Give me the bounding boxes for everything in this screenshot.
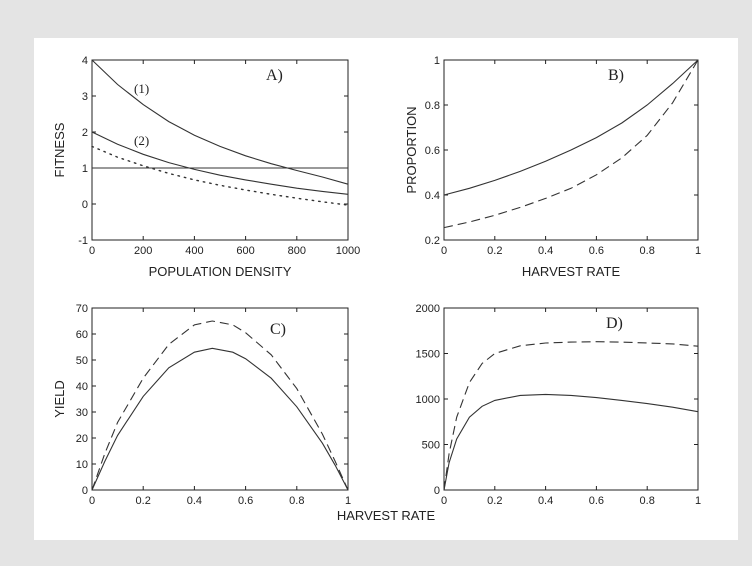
series-line-1 <box>91 347 349 491</box>
x-tick-label: 1 <box>345 495 351 507</box>
panel-letter: A) <box>266 67 283 84</box>
x-tick-label: 0.4 <box>538 245 553 257</box>
x-tick-label: 1000 <box>336 245 360 257</box>
x-axis-label: HARVEST RATE <box>522 264 621 279</box>
series-line-2 <box>443 341 699 491</box>
y-tick-label: 500 <box>422 440 440 452</box>
x-tick-label: 0 <box>441 245 447 257</box>
x-tick-label: 1 <box>695 495 701 507</box>
y-tick-label: 1000 <box>416 394 440 406</box>
x-tick-label: 0.2 <box>487 495 502 507</box>
y-tick-label: 70 <box>76 303 88 315</box>
x-tick-label: 800 <box>288 245 306 257</box>
series-line-1 <box>91 59 349 185</box>
x-tick-label: 0.6 <box>589 245 604 257</box>
series-line-2 <box>443 59 699 229</box>
plot-frame <box>91 307 349 491</box>
series-line-1 <box>443 393 699 491</box>
x-tick-label: 0.6 <box>238 495 253 507</box>
panel-letter: D) <box>606 315 623 332</box>
y-tick-label: 0.6 <box>425 145 440 157</box>
y-tick-label: 30 <box>76 407 88 419</box>
y-axis-label: YIELD <box>52 380 67 418</box>
y-tick-label: 3 <box>82 91 88 103</box>
x-tick-label: 0.4 <box>187 495 202 507</box>
x-tick-label: 0 <box>89 495 95 507</box>
y-tick-label: 4 <box>82 55 88 67</box>
y-tick-label: 0.4 <box>425 190 440 202</box>
series-line-2 <box>91 131 349 195</box>
curve-label: (1) <box>134 81 149 96</box>
y-tick-label: 0 <box>82 485 88 497</box>
y-tick-label: 1500 <box>416 349 440 361</box>
series-line-2 <box>91 320 349 491</box>
y-tick-label: 50 <box>76 355 88 367</box>
curve-label: (2) <box>134 133 149 148</box>
x-tick-label: 0.8 <box>640 495 655 507</box>
x-tick-label: 0.8 <box>640 245 655 257</box>
y-tick-label: -1 <box>78 235 88 247</box>
x-tick-label: 1 <box>695 245 701 257</box>
x-tick-label: 0.4 <box>538 495 553 507</box>
x-tick-label: 600 <box>236 245 254 257</box>
series-line-3 <box>91 145 349 206</box>
y-tick-label: 0.8 <box>425 100 440 112</box>
series-line-1 <box>443 59 699 196</box>
x-tick-label: 0.2 <box>487 245 502 257</box>
y-tick-label: 60 <box>76 329 88 341</box>
y-tick-label: 0 <box>82 199 88 211</box>
y-tick-label: 40 <box>76 381 88 393</box>
shared-xlabel: HARVEST RATE <box>336 508 436 523</box>
y-tick-label: 0 <box>434 485 440 497</box>
y-tick-label: 2 <box>82 127 88 139</box>
y-tick-label: 10 <box>76 459 88 471</box>
chart-panel-4: 0 0.2 0.4 0.6 0.8 1 0 500 1000 1500 2000 D) <box>416 303 702 507</box>
x-tick-label: 200 <box>134 245 152 257</box>
plot-frame <box>91 59 349 241</box>
x-tick-label: 0.2 <box>136 495 151 507</box>
y-tick-label: 1 <box>82 163 88 175</box>
y-tick-label: 1 <box>434 55 440 67</box>
plot-frame <box>443 307 699 491</box>
figure-panel: 0 200 400 600 800 1000 -1 0 1 2 3 4 POPULATION DENSI… <box>34 38 738 540</box>
y-axis-label: FITNESS <box>52 122 67 177</box>
x-tick-label: 0.8 <box>289 495 304 507</box>
x-tick-label: 0 <box>89 245 95 257</box>
y-tick-label: 20 <box>76 433 88 445</box>
y-tick-label: 0.2 <box>425 235 440 247</box>
panel-letter: C) <box>270 321 286 338</box>
x-tick-label: 0 <box>441 495 447 507</box>
y-tick-label: 2000 <box>416 303 440 315</box>
y-axis-label: PROPORTION <box>404 106 419 193</box>
x-tick-label: 0.6 <box>589 495 604 507</box>
x-axis-label: POPULATION DENSITY <box>149 264 292 279</box>
panel-letter: B) <box>608 67 624 84</box>
x-tick-label: 400 <box>185 245 203 257</box>
